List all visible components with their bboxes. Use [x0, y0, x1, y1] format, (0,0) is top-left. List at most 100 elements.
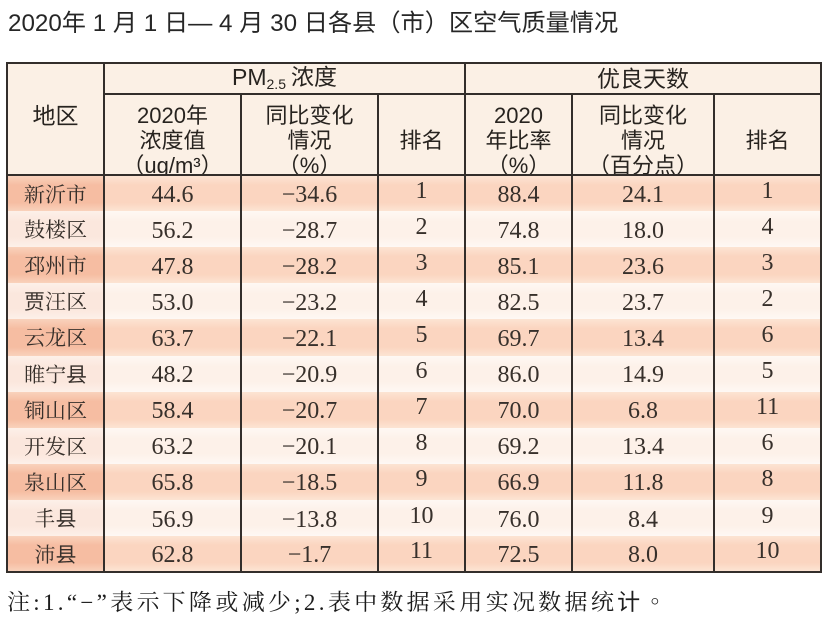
cell-pm-rank: 2	[377, 211, 466, 248]
header-days-change: 同比变化 情况 （百分点）	[571, 94, 715, 176]
cell-days-rank-value: 4	[761, 213, 774, 240]
cell-pm-value-value: 63.2	[151, 434, 194, 461]
cell-pm-value: 58.4	[103, 391, 242, 428]
cell-pm-change: −20.9	[240, 355, 379, 392]
cell-pm-value: 62.8	[103, 536, 242, 573]
cell-pm-rank-value: 8	[415, 430, 428, 457]
cell-pm-value-value: 56.2	[151, 217, 194, 244]
cell-pm-rank-value: 10	[409, 502, 434, 529]
cell-pm-value: 53.0	[103, 283, 242, 320]
cell-days-ratio-value: 86.0	[497, 362, 540, 389]
cell-region: 云龙区	[6, 319, 105, 356]
cell-days-ratio-value: 72.5	[497, 542, 540, 569]
cell-region-value: 睢宁县	[24, 362, 87, 387]
cell-pm-change: −20.7	[240, 391, 379, 428]
cell-days-ratio-value: 69.7	[497, 325, 540, 352]
cell-pm-change: −28.2	[240, 247, 379, 284]
header-group-row: 地区 PM2.5 浓度 优良天数	[6, 63, 823, 176]
cell-days-change-value: 14.9	[622, 362, 664, 389]
cell-days-change: 8.4	[571, 499, 715, 537]
cell-region-value: 贾汪区	[24, 290, 87, 315]
table-row: 铜山区 58.4 −20.7 7 70.0 6.8 11	[6, 391, 823, 428]
cell-region: 开发区	[6, 427, 105, 464]
table-row: 丰县 56.9 −13.8 10 76.0 8.4 9	[6, 499, 823, 537]
cell-pm-rank-value: 9	[415, 466, 428, 493]
cell-pm-value-value: 65.8	[151, 470, 194, 497]
cell-days-ratio-value: 69.2	[497, 434, 540, 461]
cell-pm-value: 63.2	[103, 427, 242, 464]
cell-days-change: 8.0	[571, 536, 715, 573]
cell-days-ratio: 88.4	[464, 175, 573, 212]
cell-days-change: 6.8	[571, 391, 715, 428]
cell-days-rank-value: 2	[761, 285, 774, 312]
cell-days-ratio: 69.2	[464, 427, 573, 464]
cell-region: 贾汪区	[6, 283, 105, 320]
cell-days-rank: 10	[712, 536, 823, 573]
cell-days-rank: 9	[712, 499, 823, 537]
cell-days-rank: 3	[712, 247, 823, 284]
cell-pm-value-value: 63.7	[151, 325, 194, 352]
cell-days-change-value: 24.1	[622, 182, 664, 209]
cell-days-change: 18.0	[571, 211, 715, 248]
cell-pm-value: 44.6	[103, 175, 242, 212]
cell-days-rank-value: 9	[761, 502, 774, 529]
cell-region: 丰县	[6, 499, 105, 537]
cell-region-value: 铜山区	[24, 398, 87, 423]
table-row: 泉山区 65.8 −18.5 9 66.9 11.8 8	[6, 463, 823, 500]
cell-pm-change: −23.2	[240, 283, 379, 320]
cell-region-value: 鼓楼区	[24, 218, 87, 243]
cell-region: 泉山区	[6, 463, 105, 500]
cell-pm-rank: 9	[377, 463, 466, 500]
page-title: 2020年 1 月 1 日— 4 月 30 日各县（市）区空气质量情况	[8, 10, 619, 37]
pm-label-subscript: 2.5	[266, 76, 286, 92]
cell-pm-change-value: −28.2	[281, 253, 338, 280]
header-pm-change-label: 同比变化 情况 （%）	[265, 103, 354, 175]
cell-region: 鼓楼区	[6, 211, 105, 248]
cell-pm-value-value: 62.8	[151, 542, 194, 569]
cell-days-rank: 1	[712, 175, 823, 212]
cell-region: 铜山区	[6, 391, 105, 428]
cell-days-rank: 5	[712, 355, 823, 392]
cell-region-value: 泉山区	[24, 470, 87, 495]
cell-days-rank-value: 10	[755, 538, 780, 565]
cell-days-ratio-value: 70.0	[497, 398, 540, 425]
cell-pm-rank: 5	[377, 319, 466, 356]
cell-pm-value: 65.8	[103, 463, 242, 500]
cell-days-change-value: 13.4	[622, 434, 664, 461]
cell-pm-change-value: −20.1	[281, 434, 338, 461]
cell-days-ratio-value: 88.4	[497, 182, 540, 209]
cell-days-rank: 2	[712, 283, 823, 320]
cell-pm-rank-value: 2	[415, 213, 428, 240]
cell-pm-value: 56.9	[103, 499, 242, 537]
header-days-ratio-label: 2020 年比率 （%）	[485, 103, 552, 175]
cell-days-ratio-value: 74.8	[497, 217, 540, 244]
header-pm-rank-label: 排名	[399, 128, 444, 153]
table-row: 新沂市 44.6 −34.6 1 88.4 24.1 1	[6, 175, 823, 212]
cell-days-change-value: 8.0	[628, 542, 658, 569]
cell-pm-value-value: 47.8	[151, 253, 194, 280]
cell-pm-rank-value: 3	[415, 249, 428, 276]
cell-days-ratio: 66.9	[464, 463, 573, 500]
cell-pm-rank: 7	[377, 391, 466, 428]
cell-region-value: 邳州市	[24, 254, 87, 279]
cell-pm-change: −28.7	[240, 211, 379, 248]
cell-days-change-value: 23.6	[622, 253, 664, 280]
cell-days-ratio: 70.0	[464, 391, 573, 428]
cell-days-rank: 4	[712, 211, 823, 248]
cell-days-change-value: 13.4	[622, 325, 664, 352]
cell-days-change: 23.7	[571, 283, 715, 320]
header-sub-row: 2020年 浓度值 （ug/m³） 同比变化 情况 （%） 排名 2020 年比…	[7, 94, 823, 176]
cell-days-rank: 6	[712, 319, 823, 356]
cell-pm-value: 63.7	[103, 319, 242, 356]
cell-days-rank-value: 3	[761, 249, 774, 276]
cell-days-change: 23.6	[571, 247, 715, 284]
header-days-ratio: 2020 年比率 （%）	[464, 94, 573, 176]
cell-region-value: 丰县	[34, 507, 77, 532]
cell-days-change-value: 18.0	[622, 217, 664, 244]
cell-days-rank-value: 8	[761, 466, 774, 493]
header-pm-value: 2020年 浓度值 （ug/m³）	[103, 94, 242, 176]
cell-days-rank-value: 6	[761, 430, 774, 457]
cell-pm-change: −1.7	[240, 536, 379, 573]
cell-pm-change-value: −23.2	[281, 289, 338, 316]
cell-days-change: 24.1	[571, 175, 715, 212]
